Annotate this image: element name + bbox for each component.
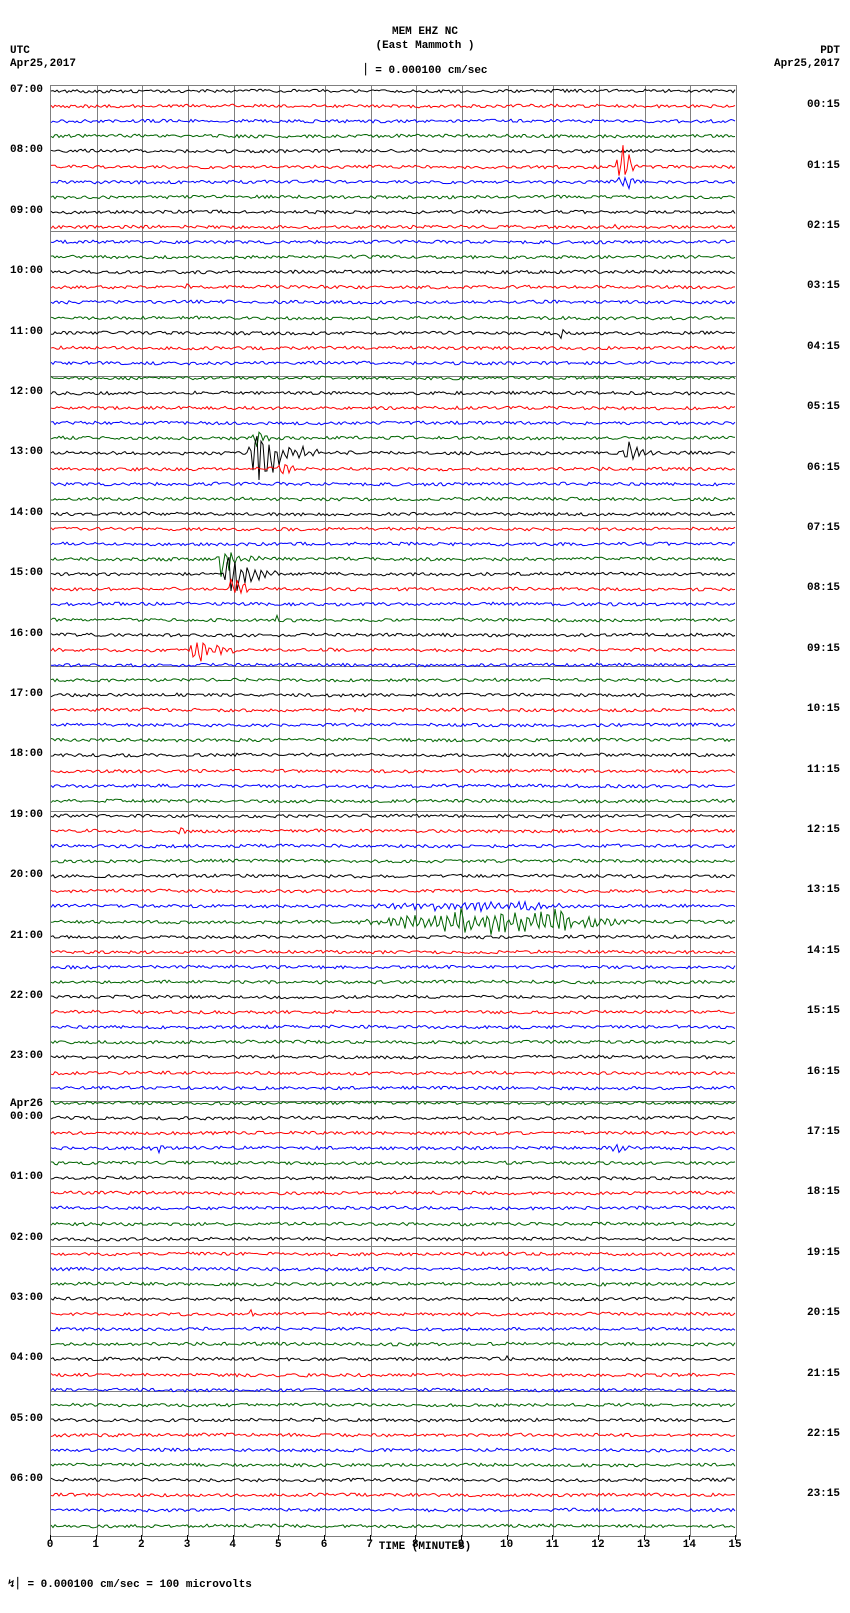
x-tick	[50, 1535, 51, 1540]
time-label-pdt: 19:15	[807, 1247, 840, 1259]
time-label-pdt: 13:15	[807, 884, 840, 896]
x-tick	[735, 1535, 736, 1540]
time-label-pdt: 00:15	[807, 99, 840, 111]
x-tick-label: 3	[184, 1539, 191, 1551]
time-label-utc: 18:00	[10, 748, 43, 760]
x-tick-label: 9	[458, 1539, 465, 1551]
x-tick-label: 6	[321, 1539, 328, 1551]
time-label-utc: 04:00	[10, 1352, 43, 1364]
x-tick	[461, 1535, 462, 1540]
time-label-utc: 11:00	[10, 326, 43, 338]
time-label-utc: 23:00	[10, 1050, 43, 1062]
time-label-utc: 05:00	[10, 1413, 43, 1425]
time-label-utc: 22:00	[10, 990, 43, 1002]
time-label-utc: 17:00	[10, 688, 43, 700]
station-code: MEM EHZ NC	[0, 25, 850, 39]
tz-label-left: UTC	[10, 45, 30, 57]
x-tick	[552, 1535, 553, 1540]
seismogram-plot	[50, 85, 737, 1537]
x-tick-label: 15	[728, 1539, 741, 1551]
time-label-pdt: 18:15	[807, 1186, 840, 1198]
x-tick-label: 11	[546, 1539, 559, 1551]
time-label-pdt: 15:15	[807, 1005, 840, 1017]
time-label-utc: 15:00	[10, 567, 43, 579]
x-tick	[233, 1535, 234, 1540]
time-label-utc: 10:00	[10, 265, 43, 277]
x-tick	[370, 1535, 371, 1540]
scalebar-icon: ↯⏐	[8, 1579, 27, 1591]
time-label-pdt: 12:15	[807, 824, 840, 836]
x-tick	[644, 1535, 645, 1540]
x-tick-label: 4	[229, 1539, 236, 1551]
time-label-pdt: 16:15	[807, 1066, 840, 1078]
time-label-utc: 03:00	[10, 1292, 43, 1304]
seismogram-page: MEM EHZ NC (East Mammoth ) UTC Apr25,201…	[0, 0, 850, 1613]
time-label-utc: 13:00	[10, 446, 43, 458]
x-tick-label: 2	[138, 1539, 145, 1551]
time-label-pdt: 10:15	[807, 703, 840, 715]
x-tick	[187, 1535, 188, 1540]
tz-label-right: PDT	[820, 45, 840, 57]
time-label-pdt: 01:15	[807, 160, 840, 172]
time-label-utc: 02:00	[10, 1232, 43, 1244]
time-label-pdt: 08:15	[807, 582, 840, 594]
x-tick-label: 14	[683, 1539, 696, 1551]
x-tick	[415, 1535, 416, 1540]
x-axis-title: TIME (MINUTES)	[0, 1541, 850, 1553]
time-label-utc: 06:00	[10, 1473, 43, 1485]
time-label-utc: 07:00	[10, 84, 43, 96]
time-label-utc: 12:00	[10, 386, 43, 398]
x-tick-label: 13	[637, 1539, 650, 1551]
time-label-pdt: 05:15	[807, 401, 840, 413]
x-tick	[598, 1535, 599, 1540]
x-tick	[96, 1535, 97, 1540]
time-label-pdt: 22:15	[807, 1428, 840, 1440]
time-label-pdt: 20:15	[807, 1307, 840, 1319]
footer-text: = 0.000100 cm/sec = 100 microvolts	[27, 1579, 251, 1591]
x-tick	[324, 1535, 325, 1540]
time-label-utc: 08:00	[10, 144, 43, 156]
time-label-pdt: 09:15	[807, 643, 840, 655]
day-break-label: Apr26	[10, 1098, 43, 1110]
x-tick-label: 8	[412, 1539, 419, 1551]
time-label-pdt: 17:15	[807, 1126, 840, 1138]
footer-scale: ↯⏐ = 0.000100 cm/sec = 100 microvolts	[8, 1577, 252, 1591]
time-label-pdt: 14:15	[807, 945, 840, 957]
time-label-pdt: 02:15	[807, 220, 840, 232]
x-tick-label: 12	[591, 1539, 604, 1551]
time-label-utc: 00:00	[10, 1111, 43, 1123]
time-label-utc: 19:00	[10, 809, 43, 821]
time-label-pdt: 03:15	[807, 280, 840, 292]
time-label-pdt: 11:15	[807, 764, 840, 776]
time-label-utc: 21:00	[10, 930, 43, 942]
time-label-utc: 14:00	[10, 507, 43, 519]
x-tick-label: 5	[275, 1539, 282, 1551]
x-tick	[141, 1535, 142, 1540]
time-label-pdt: 04:15	[807, 341, 840, 353]
x-tick	[278, 1535, 279, 1540]
x-tick	[507, 1535, 508, 1540]
x-tick-label: 0	[47, 1539, 54, 1551]
trace-line	[51, 1486, 736, 1566]
time-label-pdt: 23:15	[807, 1488, 840, 1500]
time-label-pdt: 07:15	[807, 522, 840, 534]
x-tick-label: 7	[366, 1539, 373, 1551]
x-tick-label: 1	[92, 1539, 99, 1551]
header-block: MEM EHZ NC (East Mammoth )	[0, 25, 850, 53]
time-label-pdt: 06:15	[807, 462, 840, 474]
time-label-utc: 01:00	[10, 1171, 43, 1183]
x-tick-label: 10	[500, 1539, 513, 1551]
time-label-utc: 20:00	[10, 869, 43, 881]
x-tick	[689, 1535, 690, 1540]
time-label-utc: 09:00	[10, 205, 43, 217]
time-label-pdt: 21:15	[807, 1368, 840, 1380]
time-label-utc: 16:00	[10, 628, 43, 640]
